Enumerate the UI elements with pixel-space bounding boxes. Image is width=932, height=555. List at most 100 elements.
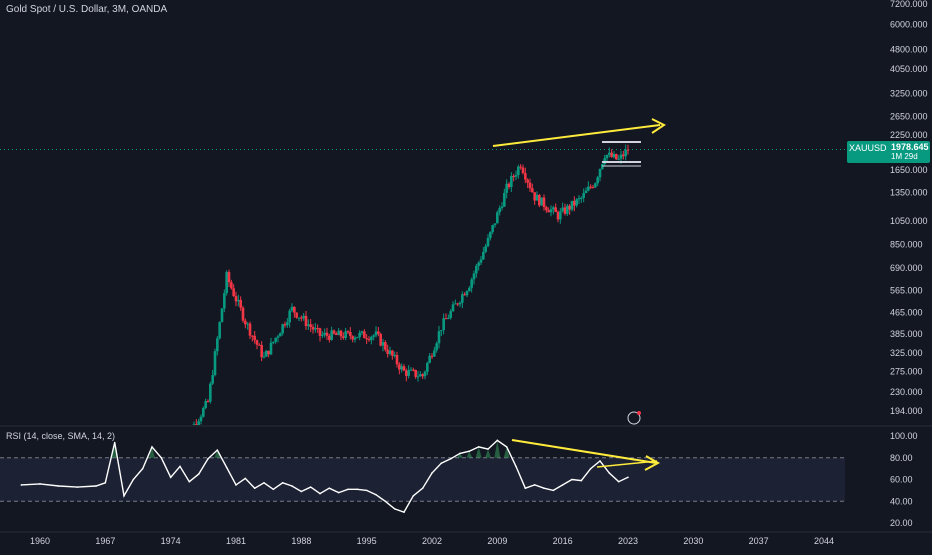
- candle-body: [274, 337, 277, 342]
- price-tick-label: 1650.000: [890, 165, 928, 175]
- candle-body: [297, 317, 301, 319]
- rsi-point: [76, 486, 79, 488]
- rsi-point: [533, 484, 536, 486]
- rsi-point: [347, 488, 349, 491]
- candle-body: [206, 401, 210, 403]
- lightning-icon: [627, 411, 641, 425]
- candle-body: [272, 341, 275, 343]
- candle-body: [351, 336, 354, 340]
- last-price-label: 1978.645: [891, 142, 929, 152]
- rsi-point: [20, 484, 23, 486]
- price-tick-label: 1350.000: [890, 188, 928, 198]
- candle-body: [307, 324, 310, 327]
- rsi-point: [253, 487, 256, 490]
- candle-body: [239, 299, 242, 308]
- candle-body: [472, 273, 476, 280]
- candle-body: [377, 331, 380, 334]
- rsi-trend-line: [596, 460, 658, 468]
- candle-body: [379, 333, 382, 346]
- candle-body: [374, 331, 378, 336]
- rsi-tick-label: 80.00: [890, 453, 913, 463]
- candle-body: [276, 336, 280, 338]
- candle-body: [430, 355, 434, 357]
- candle-body: [526, 179, 529, 183]
- candle-body: [225, 272, 228, 294]
- time-tick-label: 1995: [357, 536, 377, 546]
- candle-body: [428, 355, 431, 363]
- candle-body: [440, 330, 443, 332]
- candle-body: [575, 199, 578, 206]
- candle-body: [447, 317, 450, 319]
- rsi-line: [21, 439, 629, 513]
- rsi-point: [459, 452, 461, 455]
- candle-body: [356, 337, 359, 339]
- rsi-point: [300, 490, 303, 493]
- candle-body: [538, 194, 541, 206]
- rsi-group: 100.00 80.00 60.00 40.00 20.00: [0, 431, 918, 528]
- candle-body: [493, 223, 497, 226]
- candle-body: [547, 210, 550, 213]
- time-tick-label: 2009: [487, 536, 507, 546]
- rsi-point: [580, 479, 583, 482]
- rsi-point: [225, 466, 228, 469]
- candle-body: [360, 331, 364, 333]
- candle-body: [624, 149, 627, 157]
- candle-body: [304, 315, 308, 327]
- candle-body: [524, 173, 527, 180]
- candle-body: [241, 307, 245, 321]
- rsi-point: [496, 439, 499, 442]
- candle-body: [570, 200, 574, 210]
- candle-body: [626, 149, 630, 151]
- candle-body: [209, 383, 212, 402]
- rsi-point: [393, 508, 396, 510]
- rsi-point: [384, 500, 387, 503]
- candle-body: [267, 350, 270, 355]
- price-tick-label: 465.000: [890, 308, 923, 318]
- candle-body: [486, 237, 490, 247]
- rsi-point: [95, 485, 97, 487]
- candle-body: [554, 207, 557, 213]
- rsi-point: [515, 465, 517, 468]
- price-tick-label: 385.000: [890, 329, 923, 339]
- candle-body: [381, 342, 385, 346]
- rsi-point: [113, 441, 116, 444]
- time-tick-label: 2016: [553, 536, 573, 546]
- candle-body: [393, 354, 396, 356]
- candle-body: [370, 336, 373, 341]
- candle-body: [533, 192, 536, 201]
- candle-body: [283, 324, 287, 326]
- candle-body: [605, 154, 609, 159]
- candle-body: [367, 339, 371, 341]
- candle-body: [269, 342, 273, 355]
- alert-dot-icon: [637, 411, 641, 415]
- price-grid: [0, 148, 932, 533]
- candle-body: [402, 366, 406, 371]
- candle-body: [458, 302, 462, 305]
- candle-body: [218, 322, 221, 339]
- candle-body: [510, 176, 513, 188]
- candle-body: [288, 310, 291, 323]
- rsi-point: [263, 481, 265, 484]
- rsi-point: [449, 458, 452, 460]
- candle-body: [295, 312, 298, 318]
- candle-body: [435, 343, 438, 351]
- rsi-point: [309, 486, 312, 488]
- rsi-point: [151, 446, 153, 448]
- rsi-point: [244, 477, 247, 480]
- candle-body: [260, 345, 263, 358]
- rsi-point: [337, 491, 340, 494]
- candle-body: [426, 362, 429, 372]
- price-tick-label: 325.000: [890, 348, 923, 358]
- candle-body: [211, 375, 214, 384]
- candle-body: [442, 318, 445, 331]
- rsi-point: [216, 449, 219, 451]
- candle-body: [195, 424, 198, 425]
- chart-title: Gold Spot / U.S. Dollar, 3M, OANDA: [6, 4, 168, 15]
- candle-body: [363, 331, 366, 339]
- candle-body: [612, 154, 616, 158]
- candle-body: [286, 322, 289, 326]
- price-tick-label: 1050.000: [890, 216, 928, 226]
- rsi-point: [291, 485, 293, 487]
- candle-body: [325, 332, 329, 336]
